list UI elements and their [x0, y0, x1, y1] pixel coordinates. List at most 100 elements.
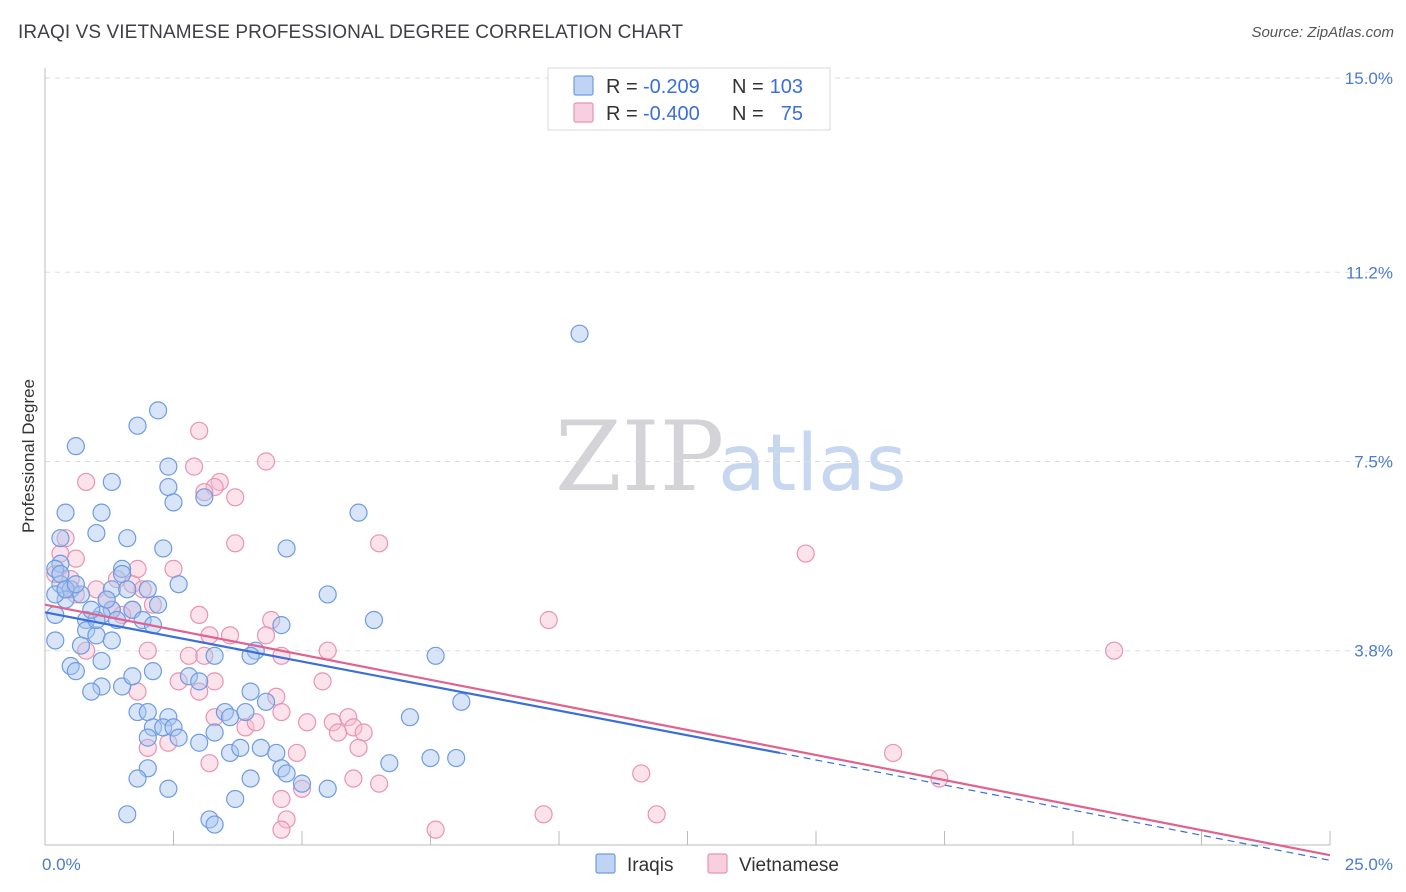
- iraqis-point-41: [87, 626, 106, 645]
- vietnamese-point-69: [272, 789, 291, 809]
- vietnamese-point-33: [256, 626, 276, 645]
- iraqis-point-2: [66, 437, 85, 456]
- iraqis-point-62: [138, 702, 157, 722]
- vietnamese-point-53: [236, 718, 255, 737]
- iraqis-point-75: [251, 738, 270, 757]
- y-tick-label-0: 3.8%: [1354, 642, 1393, 661]
- vietnamese-point-34: [77, 641, 96, 660]
- iraqis-point-3: [128, 416, 147, 435]
- y-tick-label-3: 15.0%: [1345, 69, 1393, 88]
- iraqis-point-38: [364, 610, 384, 630]
- vietnamese-point-29: [539, 610, 558, 630]
- legend-r-label-iraqis: R =: [606, 76, 638, 98]
- vietnamese-point-22: [133, 580, 152, 599]
- iraqis-point-13: [118, 529, 137, 548]
- iraqis-point-60: [452, 692, 471, 711]
- legend-swatch-vietnamese: [573, 102, 594, 123]
- legend-n-value-vietnamese: 75: [781, 103, 803, 125]
- chart-source: Source: ZipAtlas.com: [1251, 24, 1394, 41]
- vietnamese-point-56: [328, 723, 348, 742]
- vietnamese-point-4: [210, 472, 229, 492]
- correlation-legend: R = -0.209 N = 103 R = -0.400 N = 75: [547, 67, 831, 131]
- iraqis-point-4: [159, 457, 178, 476]
- vietnamese-point-3: [77, 472, 96, 492]
- iraqis-point-50: [61, 656, 80, 676]
- iraqis-point-69: [154, 718, 173, 737]
- iraqis-point-15: [154, 539, 173, 558]
- trend-lines: [44, 603, 1331, 861]
- vietnamese-point-59: [138, 738, 157, 757]
- iraqis-point-94: [51, 564, 70, 584]
- iraqis-trend-line: [44, 611, 781, 755]
- vietnamese-point-43: [313, 672, 332, 691]
- iraqis-point-29: [318, 585, 337, 604]
- vietnamese-point-73: [272, 820, 291, 839]
- vietnamese-point-0: [190, 421, 209, 440]
- iraqis-point-45: [205, 646, 224, 665]
- iraqis-point-44: [71, 636, 91, 655]
- iraqis-point-73: [169, 728, 188, 747]
- iraqis-point-6: [159, 477, 178, 497]
- legend-n-label-vietnamese: N =: [732, 103, 764, 125]
- y-tick-label-1: 7.5%: [1354, 453, 1393, 472]
- legend-r-label-vietnamese: R =: [606, 103, 638, 125]
- vietnamese-point-6: [195, 483, 214, 502]
- iraqis-point-88: [318, 779, 337, 798]
- iraqis-point-17: [51, 554, 70, 573]
- iraqis-point-53: [179, 667, 199, 686]
- iraqis-point-11: [349, 503, 368, 522]
- iraqis-point-87: [159, 779, 178, 798]
- vietnamese-point-42: [205, 672, 224, 691]
- iraqis-point-102: [123, 667, 142, 686]
- iraqis-point-79: [421, 748, 440, 768]
- iraqis-point-12: [87, 523, 106, 543]
- iraqis-point-37: [272, 616, 291, 635]
- watermark-atlas: atlas: [718, 419, 907, 509]
- iraqis-point-5: [102, 472, 121, 492]
- vietnamese-point-66: [370, 774, 389, 793]
- legend-swatch-iraqis: [573, 75, 594, 96]
- iraqis-point-54: [190, 672, 209, 691]
- iraqis-point-74: [190, 733, 209, 752]
- iraqis-point-93: [46, 585, 65, 604]
- legend-box: [547, 67, 831, 131]
- vietnamese-point-9: [226, 534, 245, 553]
- x-tick-label-0: 0.0%: [42, 855, 81, 874]
- iraqis-point-59: [256, 692, 276, 711]
- vietnamese-point-61: [349, 738, 368, 757]
- iraqis-point-8: [164, 493, 183, 512]
- vietnamese-point-1: [256, 452, 276, 471]
- iraqis-point-21: [169, 575, 188, 594]
- iraqis-point-89: [226, 789, 245, 809]
- iraqis-point-91: [200, 810, 219, 829]
- iraqis-point-68: [143, 718, 163, 737]
- vietnamese-point-2: [184, 457, 204, 476]
- vietnamese-point-60: [287, 743, 306, 763]
- vietnamese-trend-line: [44, 603, 1331, 857]
- series-legend: Iraqis Vietnamese: [595, 853, 839, 876]
- vietnamese-point-49: [205, 708, 224, 727]
- vietnamese-point-64: [632, 764, 651, 783]
- legend-r-value-iraqis: -0.209: [643, 76, 700, 98]
- iraqis-point-71: [205, 723, 224, 742]
- vietnamese-point-13: [66, 549, 85, 568]
- iraqis-point-72: [138, 728, 157, 747]
- iraqis-point-0: [570, 324, 589, 343]
- vietnamese-point-14: [128, 559, 147, 578]
- watermark-zip: ZIP: [555, 401, 724, 513]
- vietnamese-point-11: [796, 544, 815, 563]
- chart-title: IRAQI VS VIETNAMESE PROFESSIONAL DEGREE …: [18, 22, 684, 43]
- iraqis-point-96: [66, 575, 85, 594]
- iraqis-point-61: [128, 702, 147, 722]
- vietnamese-point-44: [128, 682, 147, 701]
- vietnamese-point-36: [318, 641, 337, 660]
- tick-labels: 3.8% 7.5% 11.2% 15.0% 0.0% 25.0%: [42, 69, 1393, 874]
- iraqis-point-100: [148, 595, 168, 614]
- iraqis-point-18: [112, 559, 132, 578]
- vietnamese-point-63: [200, 754, 219, 773]
- vietnamese-point-72: [277, 810, 296, 829]
- vietnamese-point-15: [164, 559, 183, 578]
- vietnamese-point-27: [190, 605, 209, 625]
- iraqis-point-49: [92, 651, 111, 671]
